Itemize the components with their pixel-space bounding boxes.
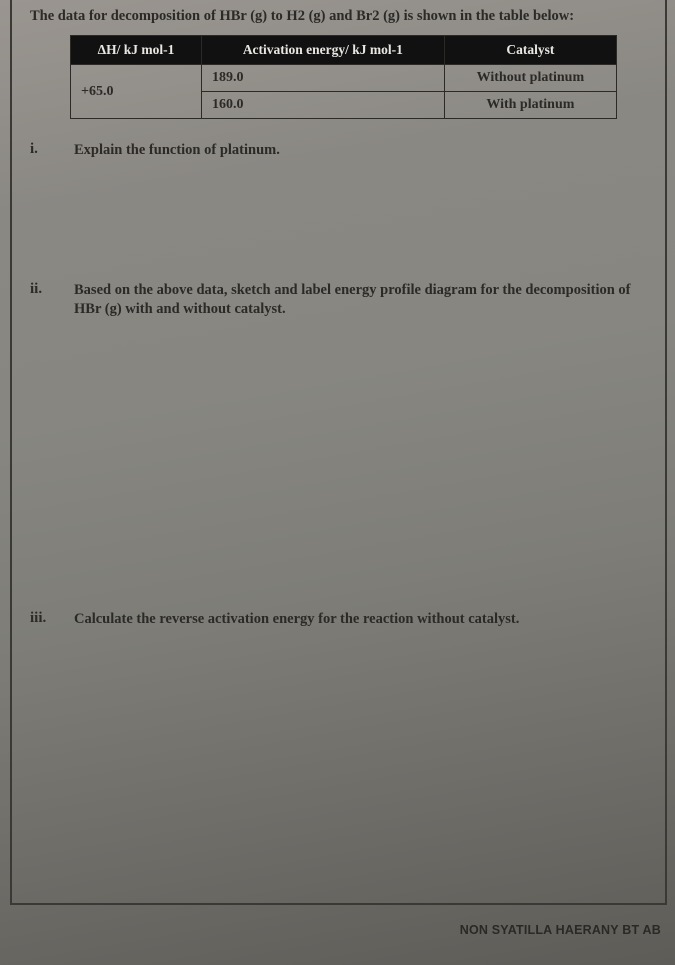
q-num-ii: ii. <box>30 281 56 298</box>
answer-space-iii <box>30 639 647 879</box>
th-cat: Catalyst <box>444 36 616 65</box>
question-iii: iii. Calculate the reverse activation en… <box>30 610 647 630</box>
intro-text: The data for decomposition of HBr (g) to… <box>30 8 647 25</box>
question-i: i. Explain the function of platinum. <box>30 141 647 161</box>
footer-credit: NON SYATILLA HAERANY BT AB <box>460 923 661 937</box>
q-text-iii: Calculate the reverse activation energy … <box>74 610 519 630</box>
q-text-ii: Based on the above data, sketch and labe… <box>74 281 647 320</box>
q-num-i: i. <box>30 141 56 158</box>
cell-cat-1: With platinum <box>444 92 616 119</box>
answer-space-ii <box>30 330 647 610</box>
cell-ea-1: 160.0 <box>201 92 444 119</box>
th-ea: Activation energy/ kJ mol-1 <box>201 36 444 65</box>
answer-space-i <box>30 171 647 281</box>
cell-cat-0: Without platinum <box>444 65 616 92</box>
data-table: ΔH/ kJ mol-1 Activation energy/ kJ mol-1… <box>70 35 617 119</box>
table-header-row: ΔH/ kJ mol-1 Activation energy/ kJ mol-1… <box>71 36 617 65</box>
th-dh: ΔH/ kJ mol-1 <box>71 36 202 65</box>
table-wrap: ΔH/ kJ mol-1 Activation energy/ kJ mol-1… <box>30 35 647 119</box>
table-row: +65.0 189.0 Without platinum <box>71 65 617 92</box>
page-frame: The data for decomposition of HBr (g) to… <box>10 0 667 905</box>
q-num-iii: iii. <box>30 610 56 627</box>
cell-ea-0: 189.0 <box>201 65 444 92</box>
cell-dh: +65.0 <box>71 65 202 119</box>
q-text-i: Explain the function of platinum. <box>74 141 280 161</box>
question-ii: ii. Based on the above data, sketch and … <box>30 281 647 320</box>
